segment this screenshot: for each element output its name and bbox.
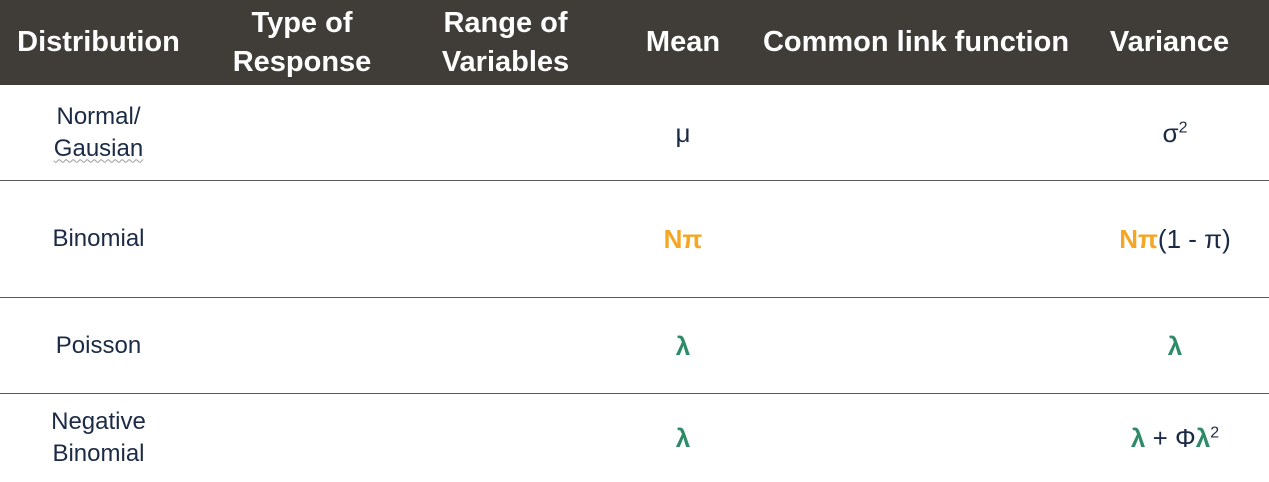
cell-mean: λ [604,394,762,482]
distribution-name-line1: Normal/ [56,102,141,130]
cell-mean: μ [604,85,762,180]
header-distribution: Distribution [17,26,180,58]
cell-mean: λ [604,298,762,393]
cell-distribution: Negative Binomial [0,394,197,482]
variance-value: λ [1167,330,1183,361]
cell-variance: Nπ(1 - π) [1070,181,1269,297]
mean-value: λ [675,423,691,453]
variance-value: σ2 [1163,117,1188,149]
cell-variance: σ2 [1070,85,1269,180]
table-row: Binomial Nπ Nπ(1 - π) [0,181,1269,298]
variance-lambda: λ [1130,423,1146,453]
table-header: Distribution Type of Response Range of V… [0,0,1269,85]
cell-distribution: Normal/ Gausian [0,85,197,180]
variance-lambda-squared: λ [1195,423,1211,453]
table-row: Negative Binomial λ λ + Φλ2 [0,394,1269,482]
variance-bold-part: Nπ [1119,224,1158,254]
cell-distribution: Poisson [0,298,197,393]
variance-value: Nπ(1 - π) [1119,223,1231,255]
distribution-name: Poisson [55,331,142,359]
variance-base: σ [1162,117,1179,148]
distribution-name-line1: Negative [51,408,146,435]
table-row: Normal/ Gausian μ σ2 [0,85,1269,181]
mean-value: Nπ [663,224,703,254]
header-variance: Variance [1109,26,1230,58]
mean-value: λ [675,330,691,361]
mean-value: μ [675,117,691,148]
cell-distribution: Binomial [0,181,197,297]
variance-exponent: 2 [1178,118,1188,136]
header-type-of-response: Type of Response [232,6,372,78]
cell-variance: λ [1070,298,1269,393]
header-range-of-variables: Range of Variables [441,6,570,78]
header-link-function: Common link function [762,26,1070,58]
header-mean: Mean [645,26,721,58]
variance-value: λ + Φλ2 [1131,422,1219,454]
distribution-name: Binomial [52,225,145,252]
distribution-name-line2: Binomial [52,440,145,467]
variance-plus-phi: + Φ [1145,423,1196,453]
variance-exponent: 2 [1210,424,1220,442]
cell-variance: λ + Φλ2 [1070,394,1269,482]
table-row: Poisson λ λ [0,298,1269,394]
cell-mean: Nπ [604,181,762,297]
distribution-name-line2: Gausian [53,134,144,162]
variance-rest-part: (1 - π) [1157,224,1231,254]
